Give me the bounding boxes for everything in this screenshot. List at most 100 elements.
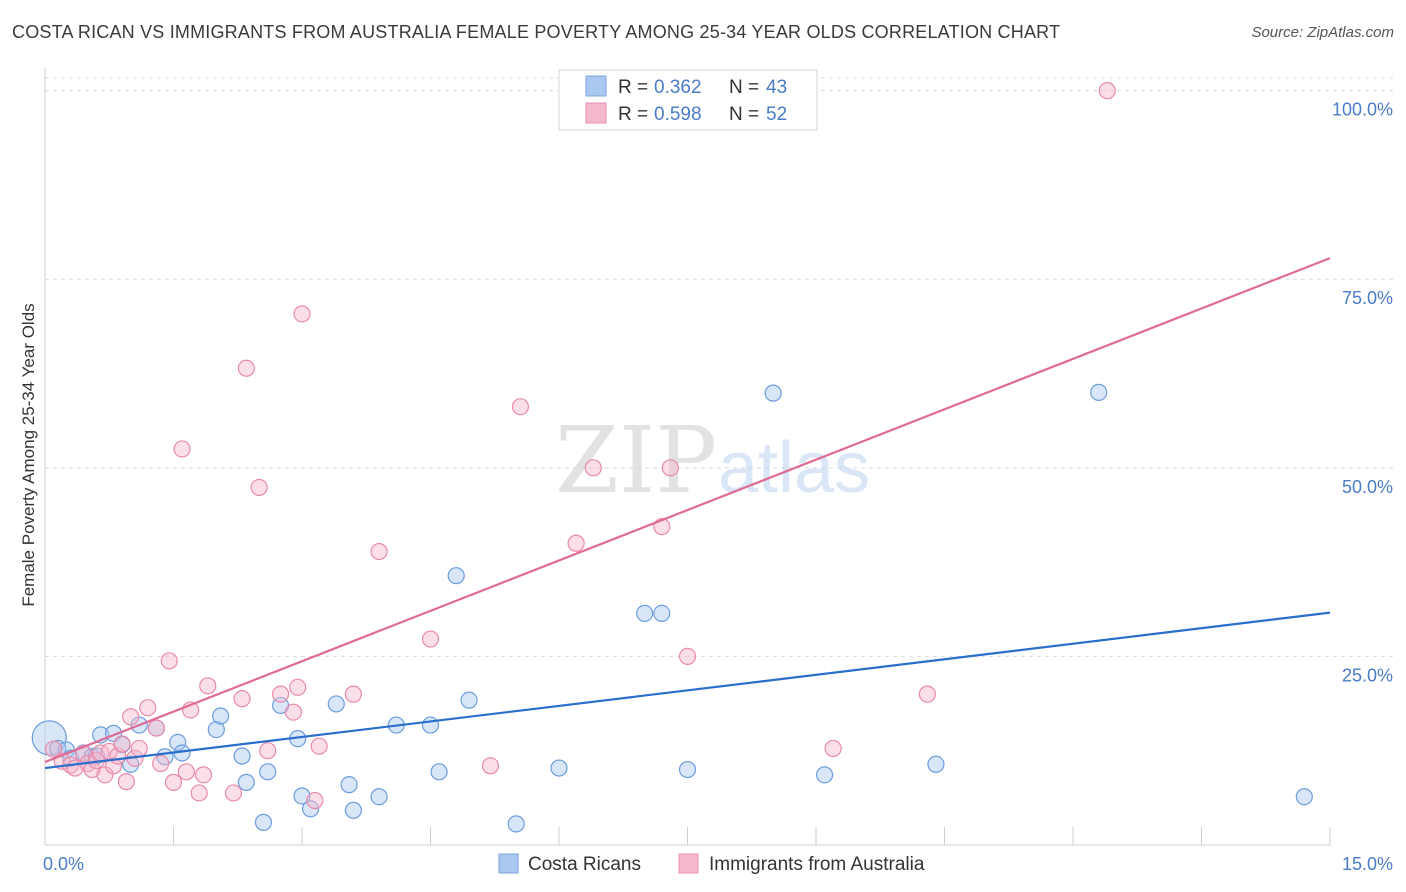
legend-n-label-1: N = <box>729 77 759 98</box>
australia-point-33 <box>259 742 277 760</box>
costa-rican-point-28 <box>344 801 362 819</box>
costa-rican-point-42 <box>927 755 945 773</box>
costa-rican-point-14 <box>169 733 187 752</box>
watermark-zip: ZIP <box>555 407 717 514</box>
australia-point-39 <box>310 737 328 755</box>
costa-rican-point-24 <box>293 787 311 805</box>
australia-point-30 <box>233 690 251 708</box>
australia-point-41 <box>370 542 388 561</box>
australia-point-31 <box>237 359 255 377</box>
australia-point-22 <box>164 773 183 791</box>
australia-point-38 <box>306 791 324 810</box>
costa-rican-point-44 <box>1295 788 1313 806</box>
trend-line-australia <box>44 257 1331 764</box>
australia-point-42 <box>421 630 440 648</box>
australia-point-11 <box>104 757 123 775</box>
costa-rican-point-36 <box>550 759 568 777</box>
costa-rican-point-26 <box>327 695 345 713</box>
series-legend: Costa Ricans Immigrants from Australia <box>498 853 925 875</box>
correlation-legend: R = 0.362 N = 43 R = 0.598 N = 52 <box>558 69 818 131</box>
legend-swatch-australia <box>678 853 699 874</box>
australia-point-20 <box>152 754 170 773</box>
australia-point-52 <box>1098 82 1116 100</box>
australia-point-35 <box>284 703 303 721</box>
costa-rican-point-18 <box>233 747 251 765</box>
legend-r-label-2: R = <box>618 104 648 125</box>
legend-r-value-2: 0.598 <box>654 104 702 125</box>
australia-point-19 <box>147 719 165 737</box>
australia-point-50 <box>824 739 842 758</box>
australia-point-14 <box>117 773 135 791</box>
costa-rican-point-19 <box>237 773 255 791</box>
australia-point-51 <box>918 685 936 703</box>
costa-rican-point-32 <box>430 763 448 781</box>
chart-title: COSTA RICAN VS IMMIGRANTS FROM AUSTRALIA… <box>12 22 1061 42</box>
australia-point-26 <box>190 784 208 802</box>
trend-lines <box>44 257 1331 770</box>
costa-rican-point-33 <box>447 567 465 585</box>
y-tick-label-0: 25.0% <box>1342 665 1393 685</box>
australia-point-32 <box>250 478 268 497</box>
legend-n-value-1: 43 <box>766 77 787 98</box>
y-axis-title: Female Poverty Among 25-34 Year Olds <box>19 303 38 606</box>
costa-rican-point-37 <box>636 604 654 623</box>
costa-rican-point-27 <box>340 776 358 794</box>
australia-point-36 <box>289 678 307 696</box>
costa-rican-point-21 <box>259 763 277 781</box>
y-tick-label-2: 75.0% <box>1342 288 1393 308</box>
australia-point-21 <box>160 652 178 670</box>
australia-point-24 <box>177 763 195 781</box>
australia-point-0 <box>44 740 63 758</box>
legend-label-costa-ricans: Costa Ricans <box>528 854 641 875</box>
legend-label-australia: Immigrants from Australia <box>709 854 925 875</box>
australia-point-13 <box>113 735 131 753</box>
costa-rican-point-41 <box>815 766 834 784</box>
australia-point-49 <box>678 647 697 666</box>
australia-point-28 <box>199 677 217 695</box>
costa-rican-point-43 <box>1090 383 1108 401</box>
costa-rican-point-31 <box>421 716 440 734</box>
australia-point-15 <box>122 708 140 726</box>
costa-rican-point-29 <box>370 788 388 806</box>
australia-point-18 <box>139 699 157 717</box>
australia-point-29 <box>224 784 243 802</box>
tick-labels: 25.0% 50.0% 75.0% 100.0% 0.0% 15.0% <box>43 100 1393 874</box>
y-tick-label-3: 100.0% <box>1332 100 1393 120</box>
legend-swatch-pink <box>585 102 607 124</box>
australia-point-27 <box>194 766 213 784</box>
australia-point-44 <box>511 398 530 416</box>
trend-line-costa-ricans <box>44 611 1331 770</box>
australia-point-43 <box>481 757 500 775</box>
legend-swatch-blue <box>585 75 607 97</box>
australia-point-46 <box>584 459 602 477</box>
source-label: Source: ZipAtlas.com <box>1251 24 1394 41</box>
costa-rican-point-0 <box>31 720 67 756</box>
legend-r-label-1: R = <box>618 77 648 98</box>
costa-rican-point-20 <box>254 813 273 831</box>
australia-points <box>44 82 1116 810</box>
legend-swatch-costa-ricans <box>498 853 519 874</box>
costa-rican-point-17 <box>212 707 230 725</box>
legend-n-label-2: N = <box>729 104 759 125</box>
x-tick-label-1: 15.0% <box>1342 854 1393 874</box>
costa-rican-point-16 <box>207 720 225 739</box>
axes <box>44 68 1331 846</box>
australia-point-23 <box>173 440 191 458</box>
costa-rican-point-39 <box>678 760 697 779</box>
costa-ricans-points <box>31 383 1313 833</box>
australia-point-48 <box>661 459 679 477</box>
australia-point-40 <box>344 685 362 703</box>
costa-rican-point-34 <box>460 691 478 709</box>
australia-point-45 <box>567 534 585 552</box>
costa-rican-point-38 <box>653 604 671 623</box>
x-tick-label-0: 0.0% <box>43 854 84 874</box>
legend-n-value-2: 52 <box>766 104 787 125</box>
australia-point-34 <box>271 685 290 703</box>
y-tick-label-1: 50.0% <box>1342 477 1393 497</box>
australia-point-9 <box>96 766 114 784</box>
legend-r-value-1: 0.362 <box>654 77 702 98</box>
costa-rican-point-35 <box>507 815 525 833</box>
australia-point-17 <box>130 739 148 758</box>
costa-rican-point-40 <box>764 384 782 402</box>
